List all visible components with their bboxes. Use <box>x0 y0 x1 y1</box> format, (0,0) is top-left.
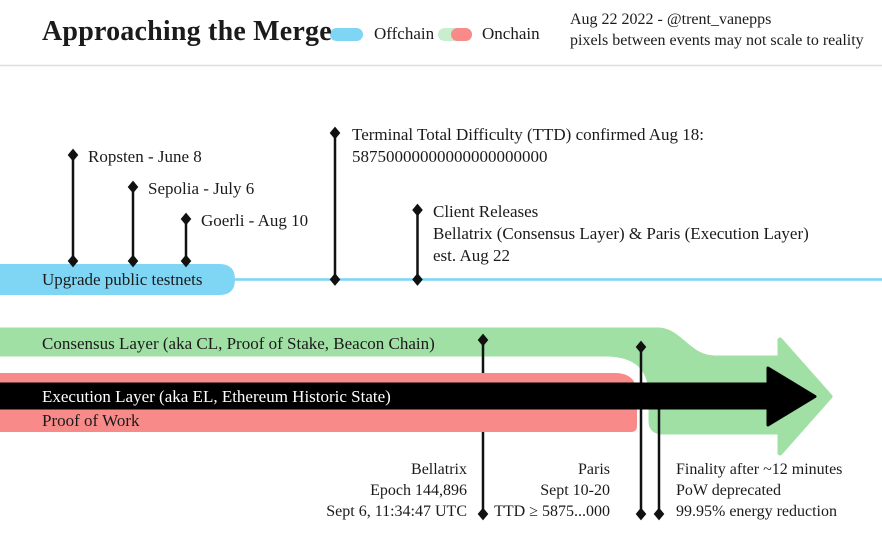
bellatrix-line-2: Epoch 144,896 <box>370 482 467 499</box>
credit-line-2: pixels between events may not scale to r… <box>570 32 864 49</box>
onchain-legend-pill-red-half-icon <box>451 28 472 41</box>
client-releases-diamond-icon <box>412 203 423 217</box>
legend-onchain-label: Onchain <box>482 24 540 43</box>
ropsten-event-label: Ropsten - June 8 <box>88 147 202 166</box>
goerli-event-label: Goerli - Aug 10 <box>201 211 309 230</box>
page-title: Approaching the Merge <box>42 16 332 47</box>
client-releases-label: Client Releases Bellatrix (Consensus Lay… <box>433 201 809 267</box>
bellatrix-annotation: Bellatrix Epoch 144,896 Sept 6, 11:34:47… <box>280 459 467 522</box>
finality-line-1: Finality after ~12 minutes <box>676 461 843 478</box>
paris-bottom-diamond-icon <box>635 507 647 521</box>
finality-line-3: 99.95% energy reduction <box>676 503 837 520</box>
ropsten-diamond-icon <box>67 148 79 162</box>
finality-line-2: PoW deprecated <box>676 482 781 499</box>
sepolia-diamond-icon <box>127 180 139 194</box>
upgrade-testnets-label: Upgrade public testnets <box>42 270 203 289</box>
sepolia-event-label: Sepolia - July 6 <box>148 179 255 198</box>
offchain-legend-pill-icon <box>330 28 363 41</box>
ttd-event-label: Terminal Total Difficulty (TTD) confirme… <box>352 124 704 168</box>
client-releases-line-2: Bellatrix (Consensus Layer) & Paris (Exe… <box>433 224 809 243</box>
ttd-event-line-2: 58750000000000000000000 <box>352 147 548 166</box>
paris-line-3: TTD ≥ 5875...000 <box>494 503 610 520</box>
consensus-layer-label: Consensus Layer (aka CL, Proof of Stake,… <box>42 334 435 353</box>
paris-annotation: Paris Sept 10-20 TTD ≥ 5875...000 <box>450 459 610 522</box>
finality-bottom-diamond-icon <box>653 507 665 521</box>
offchain-timeline-line <box>233 278 882 281</box>
ttd-base-diamond-icon <box>329 273 341 286</box>
goerli-diamond-icon <box>180 212 192 226</box>
ttd-diamond-icon <box>329 126 341 140</box>
paris-line-1: Paris <box>578 461 610 478</box>
client-releases-line-3: est. Aug 22 <box>433 246 510 265</box>
client-releases-base-diamond-icon <box>412 273 423 286</box>
client-releases-line-1: Client Releases <box>433 202 539 221</box>
bellatrix-line-1: Bellatrix <box>411 461 467 478</box>
credit-text: Aug 22 2022 - @trent_vanepps pixels betw… <box>570 9 864 51</box>
bellatrix-line-3: Sept 6, 11:34:47 UTC <box>326 503 467 520</box>
ttd-event-line-1: Terminal Total Difficulty (TTD) confirme… <box>352 125 705 144</box>
proof-of-work-label: Proof of Work <box>42 411 140 430</box>
legend-offchain-label: Offchain <box>374 24 435 43</box>
execution-layer-label: Execution Layer (aka EL, Ethereum Histor… <box>42 387 391 406</box>
finality-annotation: Finality after ~12 minutes PoW deprecate… <box>676 459 842 522</box>
paris-line-2: Sept 10-20 <box>540 482 610 499</box>
execution-layer-arrow <box>0 366 817 427</box>
upgrade-testnets-bar <box>0 264 235 295</box>
credit-line-1: Aug 22 2022 - @trent_vanepps <box>570 11 772 28</box>
